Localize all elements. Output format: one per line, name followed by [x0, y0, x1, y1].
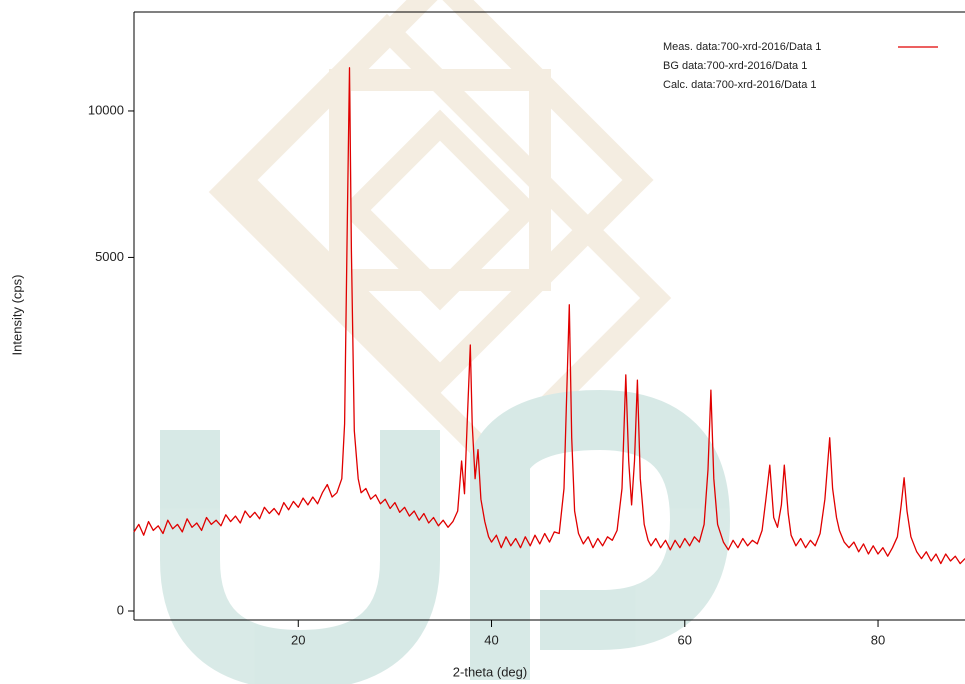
legend-label: BG data:700-xrd-2016/Data 1: [663, 60, 807, 72]
watermark: [160, 0, 731, 684]
x-tick-label: 40: [484, 632, 498, 647]
y-tick-label: 10000: [88, 102, 124, 117]
legend-label: Calc. data:700-xrd-2016/Data 1: [663, 79, 816, 91]
frame: [133, 11, 965, 621]
ornament-square: [339, 109, 541, 311]
data-line: [133, 67, 965, 565]
x-tick-label: 80: [871, 632, 885, 647]
watermark-ornament: [208, 0, 672, 477]
x-axis-title: 2-theta (deg): [453, 664, 527, 679]
ornament-square: [208, 13, 672, 477]
y-tick-label: 5000: [95, 249, 124, 264]
letter-p: [470, 389, 731, 680]
y-axis-title: Intensity (cps): [9, 275, 24, 356]
letter-u: [160, 430, 440, 684]
watermark-letters: [160, 389, 731, 684]
legend-label: Meas. data:700-xrd-2016/Data 1: [663, 41, 821, 53]
y-tick-label: 0: [117, 602, 124, 617]
x-tick-label: 60: [678, 632, 692, 647]
x-tick-label: 20: [291, 632, 305, 647]
ornament-square: [226, 0, 654, 394]
ornament-square: [329, 69, 551, 291]
